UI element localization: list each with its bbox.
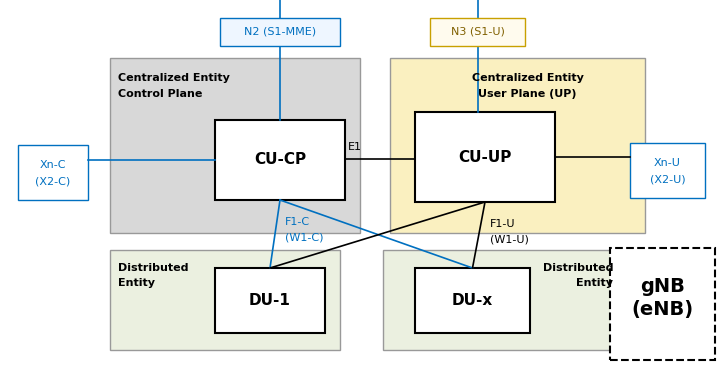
- Text: Entity: Entity: [118, 278, 155, 288]
- Text: F1-C: F1-C: [285, 217, 310, 227]
- Text: CU-CP: CU-CP: [254, 152, 306, 167]
- Bar: [610, 248, 715, 360]
- Text: (W1-C): (W1-C): [285, 233, 324, 243]
- Text: Distributed: Distributed: [542, 263, 613, 273]
- Bar: [415, 268, 530, 333]
- Text: DU-1: DU-1: [249, 293, 291, 308]
- Text: CU-UP: CU-UP: [459, 149, 512, 164]
- Text: N3 (S1-U): N3 (S1-U): [451, 27, 505, 37]
- Text: Distributed: Distributed: [118, 263, 188, 273]
- Text: Control Plane: Control Plane: [118, 89, 203, 99]
- Bar: [18, 145, 88, 200]
- Text: Entity: Entity: [576, 278, 613, 288]
- Text: N2 (S1-MME): N2 (S1-MME): [244, 27, 316, 37]
- Text: E1: E1: [348, 142, 362, 152]
- Text: (X2-C): (X2-C): [35, 177, 71, 187]
- Bar: [110, 250, 340, 350]
- Bar: [215, 120, 345, 200]
- Text: User Plane (UP): User Plane (UP): [478, 89, 577, 99]
- Text: Centralized Entity: Centralized Entity: [118, 73, 230, 83]
- Text: DU-x: DU-x: [452, 293, 493, 308]
- Text: Xn-C: Xn-C: [40, 160, 66, 170]
- Text: (W1-U): (W1-U): [490, 235, 529, 245]
- Text: Xn-U: Xn-U: [654, 159, 681, 169]
- Bar: [630, 143, 705, 198]
- Text: F1-U: F1-U: [490, 219, 516, 229]
- Bar: [430, 18, 525, 46]
- Bar: [110, 58, 360, 233]
- Text: gNB: gNB: [640, 276, 685, 296]
- Bar: [220, 18, 340, 46]
- Text: Centralized Entity: Centralized Entity: [472, 73, 583, 83]
- Bar: [383, 250, 623, 350]
- Text: (eNB): (eNB): [632, 301, 694, 319]
- Bar: [215, 268, 325, 333]
- Text: (X2-U): (X2-U): [650, 174, 686, 184]
- Bar: [390, 58, 645, 233]
- Bar: [415, 112, 555, 202]
